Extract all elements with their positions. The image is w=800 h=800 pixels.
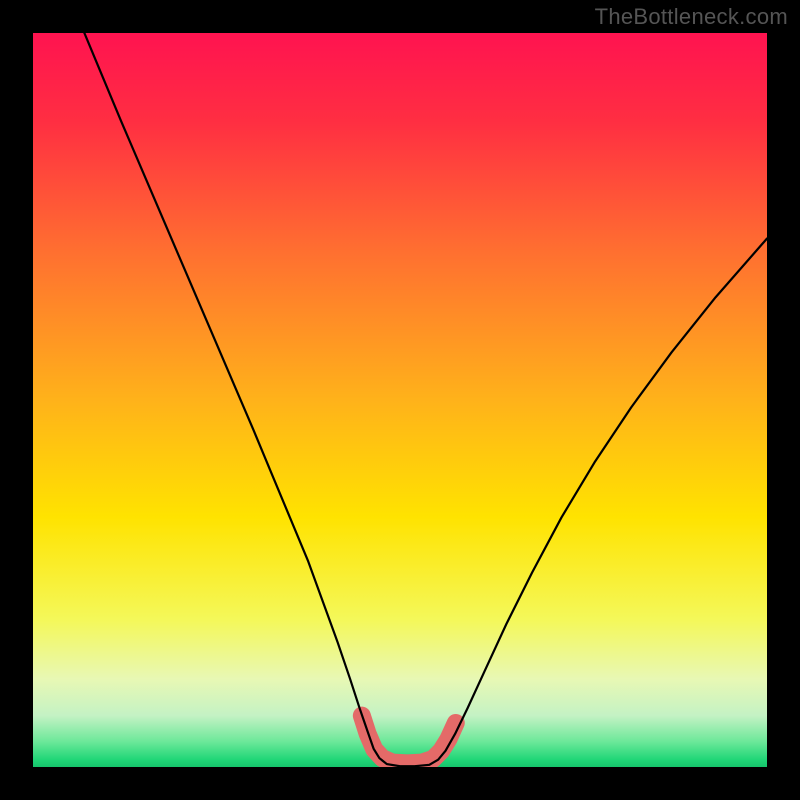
- curves-layer: [33, 33, 767, 767]
- watermark-text: TheBottleneck.com: [595, 4, 788, 30]
- plot-area: [33, 33, 767, 767]
- main-curve: [84, 33, 767, 766]
